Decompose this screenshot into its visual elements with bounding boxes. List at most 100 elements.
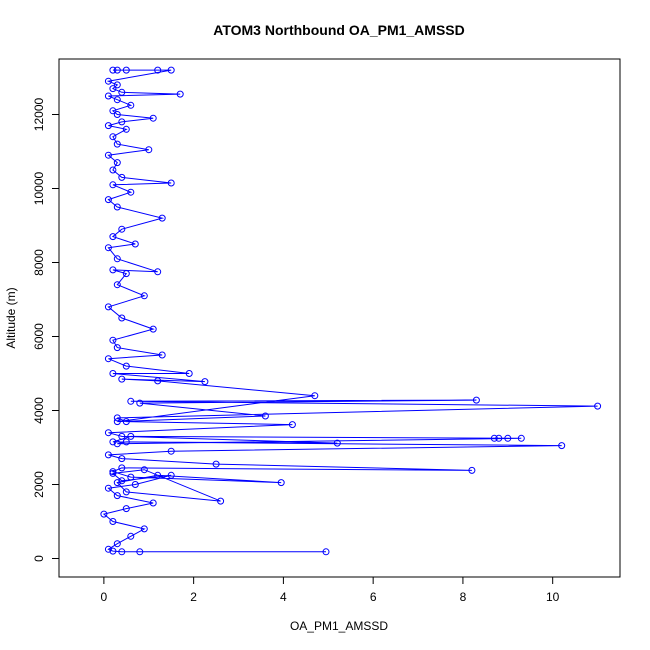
data-point — [154, 66, 162, 74]
data-point — [113, 96, 121, 104]
data-point — [122, 125, 130, 133]
data-point — [176, 90, 184, 98]
data-point — [127, 473, 135, 481]
data-point — [122, 362, 130, 370]
data-point — [104, 429, 112, 437]
data-point — [113, 344, 121, 352]
data-point — [468, 466, 476, 474]
data-point — [118, 455, 126, 463]
data-point — [490, 434, 498, 442]
series-layer — [100, 66, 602, 556]
x-tick-label: 10 — [546, 590, 560, 604]
data-point — [113, 418, 121, 426]
data-point — [104, 151, 112, 159]
data-point — [201, 378, 209, 386]
data-point — [109, 233, 117, 241]
data-point — [185, 370, 193, 377]
data-point — [131, 481, 139, 488]
y-tick-label: 2000 — [32, 471, 46, 498]
data-point — [113, 66, 121, 74]
data-point — [109, 518, 117, 525]
data-point — [212, 460, 220, 468]
data-point — [118, 88, 126, 96]
data-point — [154, 377, 162, 385]
y-tick-label: 10000 — [32, 171, 46, 205]
data-point — [118, 375, 126, 383]
data-point — [109, 266, 117, 274]
data-point — [113, 540, 121, 548]
data-point — [154, 268, 162, 276]
data-point — [109, 133, 117, 141]
data-point — [594, 402, 602, 410]
data-point — [122, 505, 130, 513]
data-point — [140, 292, 148, 300]
x-tick-label: 2 — [190, 590, 197, 604]
data-point — [113, 414, 121, 422]
x-axis: 0 2 4 6 8 10 — [101, 576, 560, 604]
data-point — [113, 440, 121, 448]
x-axis-label: OA_PM1_AMSSD — [290, 619, 388, 633]
data-point — [131, 240, 139, 248]
x-tick-label: 6 — [370, 590, 377, 604]
data-point — [149, 499, 157, 507]
data-point — [118, 173, 126, 181]
data-point — [127, 532, 135, 540]
data-point — [109, 370, 117, 377]
data-point — [122, 418, 130, 426]
data-point — [104, 451, 112, 459]
data-point — [113, 255, 121, 263]
data-point — [118, 548, 126, 556]
data-point — [118, 225, 126, 233]
data-point — [118, 314, 126, 322]
data-point — [109, 336, 117, 344]
data-point — [118, 432, 126, 440]
data-point — [288, 421, 296, 429]
data-point — [104, 545, 112, 553]
data-point — [109, 547, 117, 555]
data-point — [158, 214, 166, 222]
x-tick-label: 0 — [101, 590, 108, 604]
data-point — [109, 438, 117, 446]
data-point — [167, 179, 175, 187]
y-tick-label: 12000 — [32, 97, 46, 131]
data-point — [109, 107, 117, 115]
data-point — [261, 412, 269, 420]
chart-title: ATOM3 Northbound OA_PM1_AMSSD — [213, 22, 465, 38]
data-point — [113, 111, 121, 118]
data-point — [311, 392, 319, 400]
data-point — [109, 468, 117, 476]
data-point — [100, 510, 108, 518]
series-line — [102, 69, 598, 553]
y-tick-label: 4000 — [32, 397, 46, 424]
data-point — [113, 140, 121, 148]
plot-frame — [58, 58, 621, 578]
data-point — [333, 439, 341, 447]
data-point — [122, 488, 130, 496]
x-tick-label: 4 — [280, 590, 287, 604]
data-point — [104, 355, 112, 363]
data-point — [118, 464, 126, 472]
data-point — [517, 434, 525, 442]
data-point — [140, 466, 148, 474]
data-point — [104, 484, 112, 492]
data-point — [113, 159, 121, 167]
data-point — [322, 548, 330, 556]
data-point — [104, 244, 112, 252]
data-point — [149, 114, 157, 122]
data-point — [145, 146, 153, 154]
x-tick-label: 8 — [460, 590, 467, 604]
data-point — [113, 81, 121, 89]
data-point — [140, 525, 148, 533]
data-point — [104, 303, 112, 311]
data-point — [167, 66, 175, 74]
data-point — [127, 188, 135, 196]
data-point — [127, 101, 135, 109]
data-point — [495, 434, 503, 442]
data-point — [104, 122, 112, 130]
data-point — [118, 118, 126, 126]
data-point — [109, 166, 117, 174]
data-point — [113, 281, 121, 289]
data-point — [118, 477, 126, 485]
y-tick-label: 6000 — [32, 323, 46, 350]
